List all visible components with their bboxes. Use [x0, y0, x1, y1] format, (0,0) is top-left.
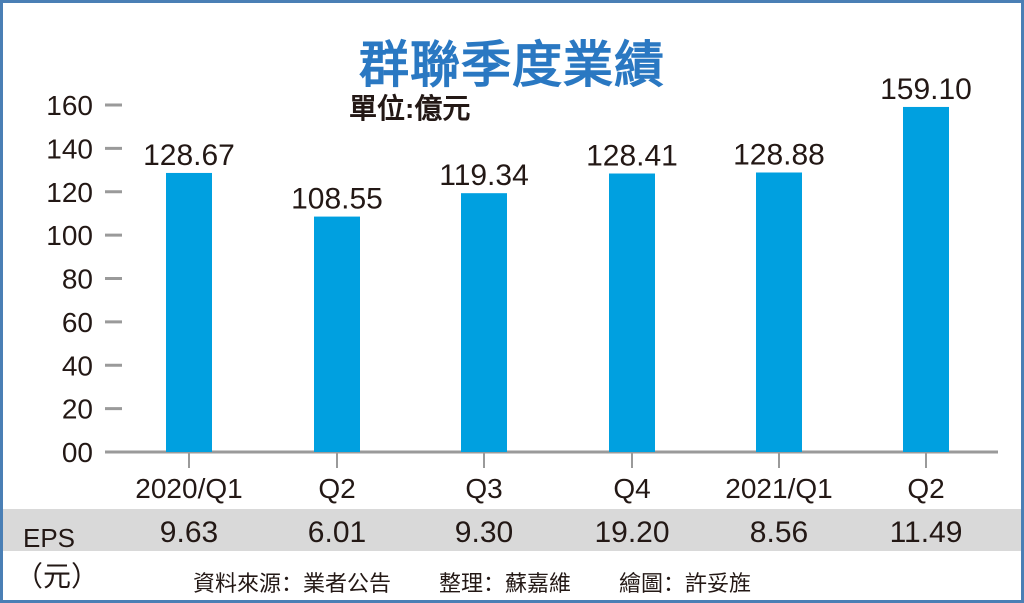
x-tick-label: 2021/Q1 [725, 473, 832, 504]
eps-value: 11.49 [890, 516, 963, 549]
y-tick-label: 160 [46, 90, 93, 121]
value-label: 128.41 [586, 140, 678, 173]
source-credit: 資料來源：業者公告 [193, 571, 392, 596]
value-label: 108.55 [291, 183, 383, 216]
y-tick-label: 120 [46, 177, 93, 208]
bar [756, 172, 802, 452]
x-tick-label: Q3 [465, 473, 502, 504]
bar [461, 193, 507, 452]
eps-label: EPS [23, 523, 76, 553]
x-tick-label: Q2 [318, 473, 355, 504]
chart-title: 群聯季度業績 [359, 37, 665, 93]
value-label: 159.10 [880, 73, 972, 106]
artist-credit: 繪圖：許妥旌 [619, 571, 752, 596]
y-tick-label: 40 [62, 350, 93, 381]
bar [314, 216, 360, 452]
x-tick-label: 2020/Q1 [135, 473, 242, 504]
eps-value: 6.01 [308, 516, 366, 549]
eps-value: 19.20 [594, 516, 669, 549]
unit-label: 單位:億元 [349, 93, 471, 124]
eps-unit: （元） [15, 561, 100, 592]
bar-chart: 00 20 40 60 80 100 120 140 160 128.67 2020/Q1 9.63 1… [46, 73, 998, 549]
y-tick-label: 100 [46, 220, 93, 251]
bar [166, 172, 212, 452]
y-tick-label: 00 [62, 437, 93, 468]
eps-value: 9.63 [160, 516, 218, 549]
credits: 資料來源：業者公告 整理：蘇嘉維 繪圖：許妥旌 [193, 566, 799, 598]
bar [609, 173, 655, 453]
eps-value: 9.30 [455, 516, 513, 549]
y-tick-label: 20 [62, 394, 93, 425]
x-tick-label: Q4 [613, 473, 650, 504]
value-label: 128.88 [733, 138, 825, 171]
eps-value: 8.56 [750, 516, 808, 549]
y-tick-label: 140 [46, 133, 93, 164]
bar [903, 106, 949, 452]
x-tick-label: Q2 [907, 473, 944, 504]
y-tick-label: 60 [62, 307, 93, 338]
value-label: 128.67 [143, 139, 235, 172]
value-label: 119.34 [439, 159, 529, 192]
y-tick-label: 80 [62, 264, 93, 295]
editor-credit: 整理：蘇嘉維 [439, 571, 572, 596]
eps-band [3, 509, 1021, 551]
